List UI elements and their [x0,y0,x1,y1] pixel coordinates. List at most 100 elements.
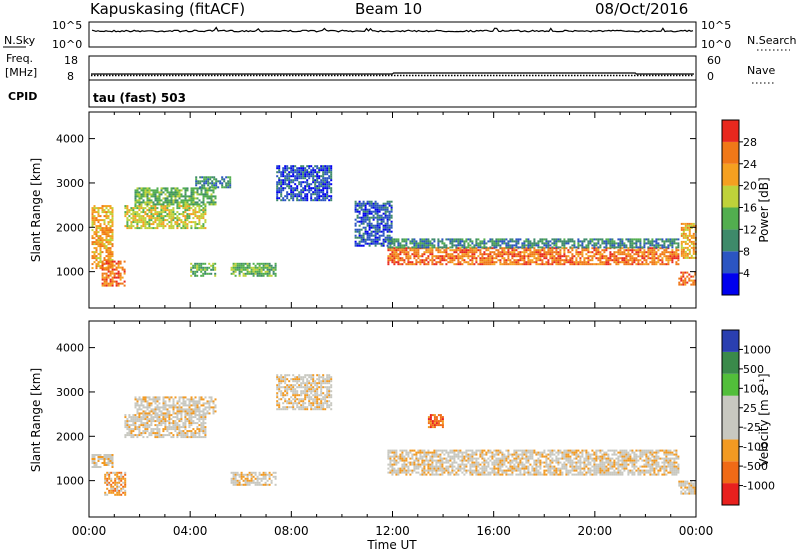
velocity-cell [230,479,233,482]
velocity-cell [124,489,127,492]
power-cell [368,242,371,245]
power-cell [441,251,444,254]
power-cell [684,232,687,235]
velocity-cell [118,493,121,496]
power-cell [487,263,490,266]
power-cell [268,274,271,277]
velocity-cell [320,388,323,391]
power-cell [686,252,689,255]
power-cell [665,249,668,252]
power-cell [539,251,542,254]
power-cell [390,206,393,209]
power-cell [477,255,480,258]
velocity-cell [184,414,187,417]
power-cell [246,262,249,265]
power-cell [300,175,303,178]
power-cell [284,181,287,184]
power-cell [561,244,564,247]
power-cell [397,259,400,262]
power-cell [390,210,393,213]
velocity-cell [120,477,123,480]
power-cell [663,249,666,252]
velocity-cell [296,404,299,407]
power-cell [354,230,357,233]
power-cell [372,204,375,207]
power-cell [401,244,404,247]
power-cell [623,249,626,252]
power-cell [684,281,687,284]
power-cell [188,199,191,202]
velocity-cell [296,394,299,397]
power-cell [172,215,175,218]
power-cell [690,222,693,225]
velocity-cell [310,406,313,409]
power-cell [186,215,189,218]
power-cell [386,226,389,229]
power-cell [136,205,139,208]
power-cell [431,238,434,241]
velocity-cell [212,402,215,405]
power-cell [312,179,315,182]
power-cell [111,255,114,258]
power-cell [195,182,198,185]
power-cell [378,204,381,207]
velocity-cell [320,392,323,395]
velocity-cell [200,422,203,425]
power-cell [158,199,161,202]
power-cell [395,246,398,249]
power-cell [168,227,171,230]
power-cell [597,253,600,256]
power-cell [306,173,309,176]
power-cell [314,193,317,196]
power-cell [258,262,261,265]
power-cell [535,261,538,264]
power-cell [441,263,444,266]
velocity-cell [316,378,319,381]
power-cell [232,266,235,269]
velocity-cell [326,388,329,391]
power-cell [467,253,470,256]
power-cell [103,257,106,260]
power-cell [140,217,143,220]
power-cell [427,251,430,254]
velocity-cell [284,400,287,403]
power-cell [310,195,313,198]
velocity-cell [186,412,189,415]
power-cell [215,182,218,185]
power-cell [150,209,153,212]
power-cell [467,251,470,254]
power-cell [101,268,104,271]
power-cell [493,261,496,264]
power-cell [507,253,510,256]
power-cell [142,223,145,226]
power-cell [292,195,295,198]
power-cell [318,175,321,178]
power-colorbar-swatch [722,273,739,295]
power-cell [447,261,450,264]
power-cell [318,195,321,198]
power-cell [314,189,317,192]
velocity-cell [292,394,295,397]
velocity-cell [208,412,211,415]
power-cell [211,182,214,185]
power-cell [320,183,323,186]
velocity-cell [308,374,311,377]
power-cell [435,247,438,250]
power-cell [559,263,562,266]
power-cell [682,256,685,259]
power-cell [134,205,137,208]
power-cell [457,255,460,258]
power-cell [499,263,502,266]
velocity-cell [198,430,201,433]
power-cell [111,253,114,256]
power-cell [653,251,656,254]
velocity-cell [168,398,171,401]
power-cell [591,263,594,266]
power-cell [525,238,528,241]
power-cell [324,195,327,198]
power-cell [234,264,237,267]
power-cell [692,281,695,284]
power-cell [302,187,305,190]
power-cell [543,238,546,241]
power-cell [473,257,476,260]
